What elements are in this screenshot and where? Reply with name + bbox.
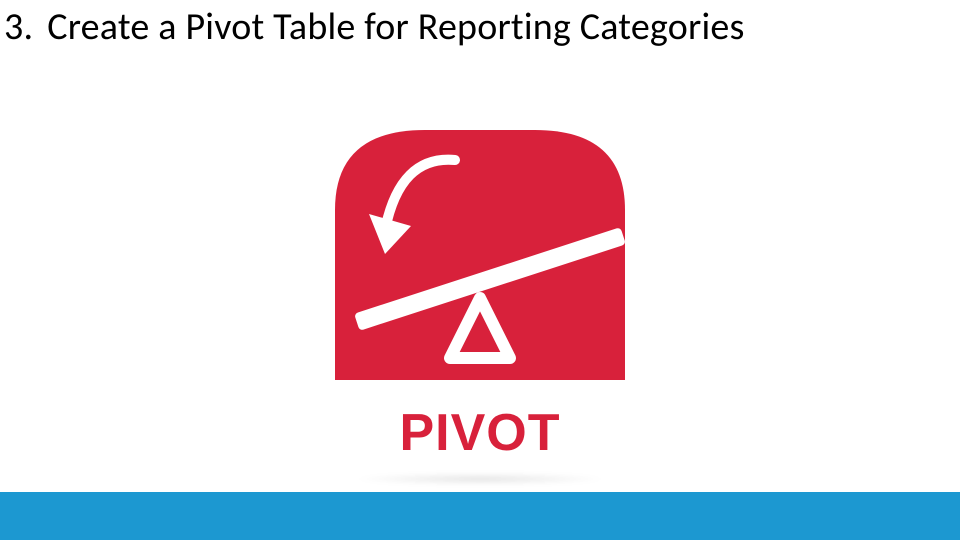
bottom-accent-bar [0,492,960,540]
graphic-shadow [300,470,660,488]
slide-title: 3. Create a Pivot Table for Reporting Cat… [4,4,745,50]
slide-title-text: Create a Pivot Table for Reporting Categ… [47,4,744,50]
pivot-icon [315,120,645,385]
pivot-graphic: PIVOT [290,120,670,463]
pivot-label: PIVOT [290,403,670,463]
slide: 3. Create a Pivot Table for Reporting Cat… [0,0,960,540]
slide-title-number: 3. [4,4,33,50]
